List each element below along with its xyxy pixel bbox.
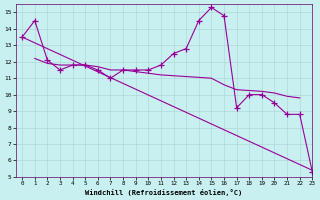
- X-axis label: Windchill (Refroidissement éolien,°C): Windchill (Refroidissement éolien,°C): [85, 189, 243, 196]
